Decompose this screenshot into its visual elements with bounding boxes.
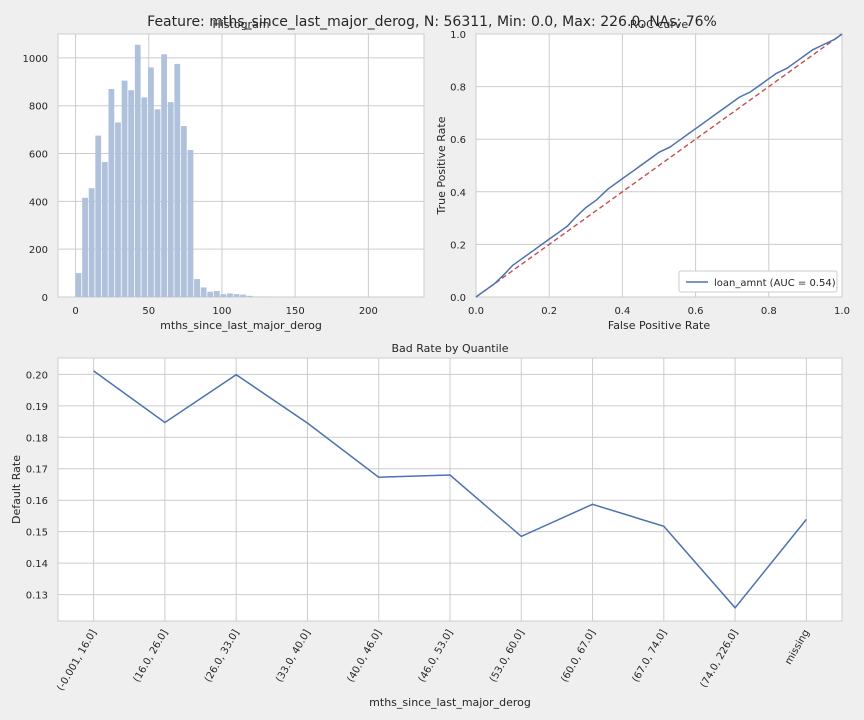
badrate-xtick-label: (74.0, 226.0] [699, 628, 741, 690]
histogram-bars [75, 44, 273, 298]
badrate-ytick-label: 0.17 [26, 465, 48, 476]
badrate-line [93, 370, 807, 609]
roc-tick-labels: 0.0 0.2 0.4 0.6 0.8 1.0 0.0 0.2 0.4 0.6 0.8 1.0 [450, 30, 850, 317]
figure-suptitle: Feature: mths_since_last_major_derog, N:… [147, 14, 717, 30]
badrate-xtick-label: (33.0, 40.0] [274, 628, 313, 684]
roc-legend-label: loan_amnt (AUC = 0.54) [714, 278, 836, 289]
histogram-bar [95, 135, 102, 297]
histogram-ytick-label: 200 [29, 245, 48, 256]
badrate-ytick-label: 0.20 [26, 370, 48, 381]
badrate-xtick-label: (60.0, 67.0] [559, 628, 598, 684]
histogram-bar [246, 295, 253, 297]
histogram-bar [108, 88, 115, 297]
roc-lines [475, 33, 843, 298]
roc-xtick-label: 0.6 [688, 306, 704, 317]
roc-grid [475, 33, 843, 298]
badrate-xtick-label: (67.0, 74.0] [631, 628, 670, 684]
histogram-bar [75, 273, 82, 297]
badrate-xtick-label: (26.0, 33.0] [203, 628, 242, 684]
histogram-bar [187, 149, 194, 297]
badrate-xtick-label: (-0.001, 16.0] [55, 628, 99, 693]
badrate-xtick-label: (40.0, 46.0] [345, 628, 384, 684]
histogram-title: Histogram [212, 18, 269, 31]
roc-legend: loan_amnt (AUC = 0.54) [678, 270, 838, 293]
histogram-ytick-label: 0 [42, 293, 48, 304]
histogram-bar [154, 109, 161, 298]
histogram-bar [134, 44, 141, 297]
badrate-xlabel: mths_since_last_major_derog [369, 696, 531, 709]
roc-ylabel: True Positive Rate [435, 116, 448, 215]
histogram-ytick-label: 400 [29, 197, 48, 208]
badrate-ytick-label: 0.18 [26, 433, 48, 444]
histogram-bar [161, 54, 167, 298]
histogram-ytick-label: 800 [29, 102, 48, 113]
histogram-bar [227, 293, 233, 297]
histogram-bar [213, 291, 220, 297]
badrate-xtick-label: (46.0, 53.0] [417, 628, 456, 684]
badrate-ytick-label: 0.19 [26, 402, 48, 413]
histogram-bar [121, 80, 128, 297]
histogram-bar [240, 294, 247, 297]
roc-title: ROC curve [630, 18, 689, 31]
badrate-title: Bad Rate by Quantile [391, 342, 508, 355]
histogram-bar [207, 291, 214, 297]
roc-xtick-label: 0.0 [468, 306, 484, 317]
roc-xtick-label: 0.4 [614, 306, 630, 317]
histogram-xtick-label: 150 [286, 306, 305, 317]
histogram-bar [174, 63, 181, 297]
histogram-xtick-label: 0 [72, 306, 78, 317]
roc-diagonal-line [475, 33, 843, 298]
roc-ytick-label: 0.0 [450, 293, 466, 304]
badrate-ytick-label: 0.14 [26, 559, 48, 570]
histogram-bar [167, 102, 174, 298]
roc-xtick-label: 0.2 [541, 306, 557, 317]
histogram-bar [233, 294, 240, 297]
badrate-ytick-label: 0.15 [26, 528, 48, 539]
badrate-xtick-label: (16.0, 26.0] [132, 628, 171, 684]
histogram-bar [180, 126, 187, 297]
badrate-ytick-label: 0.13 [26, 591, 48, 602]
roc-xtick-label: 0.8 [761, 306, 777, 317]
histogram-bar [115, 122, 121, 297]
roc-panel: 0.0 0.2 0.4 0.6 0.8 1.0 0.0 0.2 0.4 0.6 0.8 1.0 ROC… [435, 18, 850, 332]
histogram-xtick-label: 200 [359, 306, 378, 317]
badrate-xtick-label: (53.0, 60.0] [488, 628, 527, 684]
histogram-bar [101, 161, 108, 297]
histogram-bar [194, 279, 200, 297]
histogram-bar [220, 294, 227, 297]
roc-ytick-label: 0.8 [450, 83, 466, 94]
histogram-xtick-label: 100 [212, 306, 231, 317]
roc-xtick-label: 1.0 [834, 306, 850, 317]
histogram-bar [82, 197, 88, 297]
badrate-ytick-label: 0.16 [26, 496, 48, 507]
roc-ytick-label: 0.2 [450, 240, 466, 251]
roc-ytick-label: 0.4 [450, 188, 466, 199]
badrate-lines [93, 370, 807, 609]
roc-curve-line [475, 33, 843, 298]
histogram-bar [141, 97, 148, 297]
roc-ytick-label: 0.6 [450, 135, 466, 146]
histogram-ytick-label: 1000 [23, 54, 48, 65]
histogram-bar [148, 67, 154, 298]
histogram-bar [128, 90, 135, 297]
histogram-xtick-label: 50 [142, 306, 155, 317]
histogram-bar [88, 188, 95, 297]
badrate-grid [58, 358, 842, 621]
badrate-xtick-label: missing [783, 628, 812, 667]
badrate-ylabel: Default Rate [10, 455, 23, 524]
histogram-ytick-label: 600 [29, 150, 48, 161]
histogram-xlabel: mths_since_last_major_derog [160, 319, 322, 332]
badrate-panel: (-0.001, 16.0] (16.0, 26.0] (26.0, 33.0] (3… [10, 342, 843, 709]
roc-ytick-label: 1.0 [450, 30, 466, 41]
histogram-tick-labels: 0 50 100 150 200 0 200 400 600 800 1000 [23, 54, 378, 317]
roc-legend-box [678, 270, 838, 293]
roc-xlabel: False Positive Rate [608, 319, 710, 332]
histogram-bar [200, 287, 207, 297]
